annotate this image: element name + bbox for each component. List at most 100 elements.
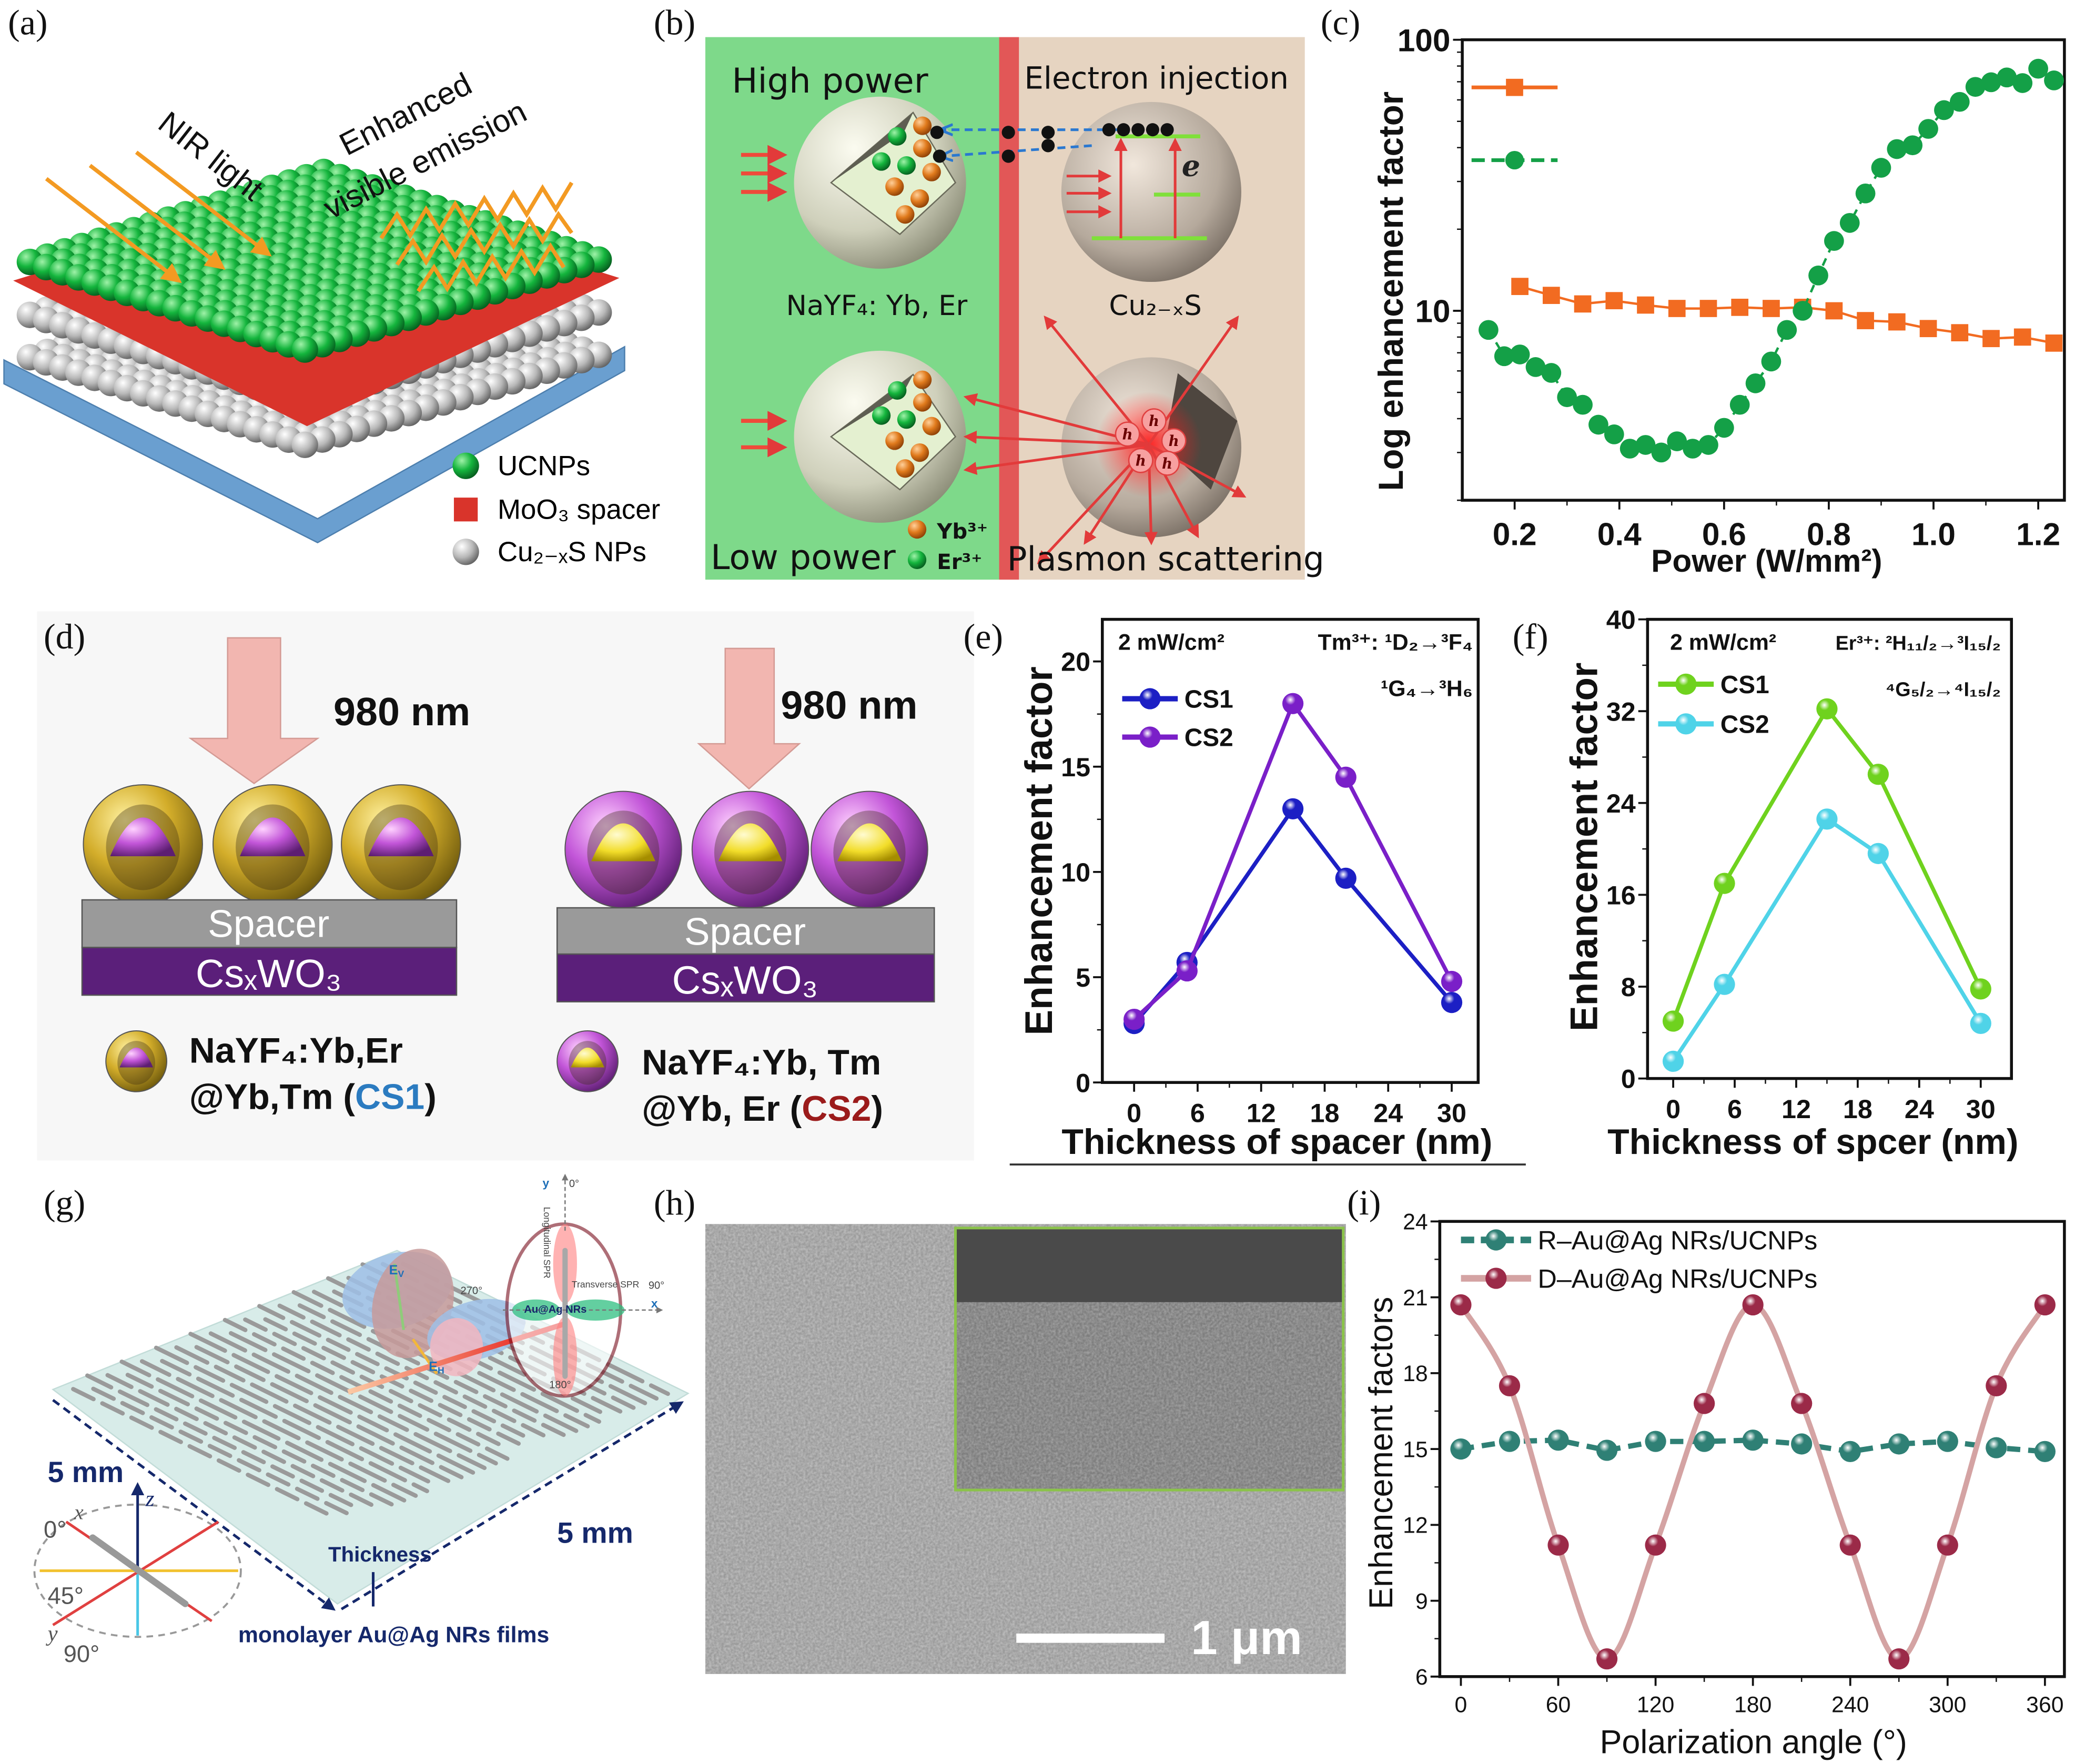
legend-1-marker [1485, 1268, 1507, 1289]
chart-annotation: Tm³⁺: ¹D₂→³F₄ [1318, 630, 1473, 655]
chart-annotation: ¹G₄→³H₆ [1381, 676, 1473, 702]
series-1-point [1970, 1012, 1991, 1034]
series-1-point [1441, 970, 1463, 992]
er-ion [897, 156, 916, 175]
series-1-point [1855, 183, 1876, 204]
film-label: monolayer Au@Ag NRs films [238, 1622, 549, 1647]
series-0-point [1919, 320, 1937, 338]
cs1-suffix: ) [424, 1077, 437, 1117]
series-1-point [1176, 960, 1198, 982]
series-1-point [1793, 301, 1813, 321]
nanorod [467, 1417, 492, 1432]
nanorod [483, 1394, 508, 1408]
panel-b-mechanism: High power Electron injection NaYF₄: Yb,… [705, 37, 1324, 580]
legend-0-label: CS1 [1185, 686, 1233, 714]
series-1-point [1816, 808, 1838, 830]
nanorod [301, 1346, 326, 1361]
nanorod [310, 1361, 335, 1375]
nanorod [563, 1413, 590, 1428]
nanorod [398, 1465, 430, 1484]
nanorod [194, 1406, 219, 1421]
nanorod [500, 1423, 525, 1438]
nanorod [154, 1345, 189, 1365]
nanorod [295, 1486, 320, 1501]
hole-icon [1155, 450, 1180, 476]
nanorod [359, 1446, 394, 1466]
x-tick-label: 240 [1831, 1692, 1869, 1718]
x-tick-label: 0.2 [1493, 516, 1537, 552]
series-1-point [1871, 158, 1891, 178]
x-tick-label: 24 [1905, 1094, 1934, 1124]
y-tick-label: 12 [1403, 1513, 1428, 1538]
series-0-point [1637, 296, 1654, 314]
panel-label-c: (c) [1321, 3, 1360, 43]
panel-label-b: (b) [654, 3, 695, 43]
series-1-point [1745, 373, 1766, 393]
nanorod [241, 1420, 281, 1441]
x-tick-label: 6 [1727, 1094, 1742, 1124]
y-tick-label: 24 [1606, 788, 1636, 818]
substrate-left [81, 947, 458, 996]
yb-legend-icon [907, 520, 927, 539]
y-axis-title: Log enhancement factor [1372, 92, 1410, 491]
nanorod [368, 1389, 393, 1404]
spacer-legend-icon [453, 498, 478, 522]
series-0-point [1888, 1433, 1910, 1455]
series-0-point [1731, 298, 1749, 316]
nanorod [262, 1419, 301, 1441]
series-0-point [1645, 1431, 1666, 1452]
scale-bar-label: 1 μm [1191, 1611, 1302, 1665]
nanorod [154, 1407, 179, 1422]
core-icon [119, 1047, 153, 1068]
series-1-point [1937, 1534, 1958, 1556]
panel-label-i: (i) [1347, 1183, 1381, 1223]
cs2-composition-line2: @Yb, Er (CS2) [642, 1089, 883, 1129]
yb-ion [896, 205, 915, 224]
cus-legend-icon [452, 539, 479, 565]
spacer-label-left: Spacer [208, 903, 329, 945]
nanorod [388, 1388, 413, 1404]
longitudinal-label: Longitudinal SPR [542, 1207, 552, 1279]
nanorod [196, 1376, 235, 1398]
laser-arrow-left-icon [188, 637, 320, 785]
nanorod [340, 1478, 365, 1493]
nanorod [117, 1389, 150, 1407]
nanorod [188, 1332, 227, 1353]
series-0-point [1825, 302, 1843, 320]
y-tick-label: 40 [1606, 605, 1636, 635]
nanorod [583, 1413, 601, 1424]
cs1-composition-line2: @Yb,Tm (CS1) [189, 1077, 437, 1117]
er-ion [888, 127, 907, 146]
series-1-point [1557, 387, 1577, 408]
nanorod [292, 1331, 317, 1346]
electron-dot [1146, 123, 1159, 137]
nanorod [223, 1421, 248, 1435]
nanorod [275, 1374, 313, 1395]
series-1-point [1335, 766, 1357, 788]
cs2-tag: CS2 [802, 1089, 871, 1129]
low-power-label: Low power [711, 538, 896, 577]
series-1-point [1450, 1294, 1472, 1316]
series-1-point [1902, 135, 1923, 156]
series-0-point [1574, 295, 1592, 313]
series-0-point [1982, 330, 2000, 348]
electron-transfer-arrow-icon [942, 144, 1092, 156]
nanorod [328, 1462, 367, 1483]
nanorod [156, 1377, 195, 1398]
series-1-point [1867, 843, 1889, 864]
series-0-point [1791, 1433, 1813, 1455]
nanorod [257, 1304, 286, 1320]
nanorod [85, 1373, 114, 1390]
nanorod [251, 1352, 290, 1374]
nanorod [263, 1317, 288, 1332]
nanorod [281, 1449, 307, 1464]
legend-ucnps: UCNPs [498, 450, 590, 481]
y-tick-label: 32 [1606, 696, 1636, 726]
series-1-point [1918, 119, 1938, 139]
electron-dot [1117, 123, 1130, 137]
panel-label-f: (f) [1513, 616, 1548, 656]
plot-frame [1461, 38, 2066, 502]
ucnp-legend-icon [452, 452, 479, 479]
